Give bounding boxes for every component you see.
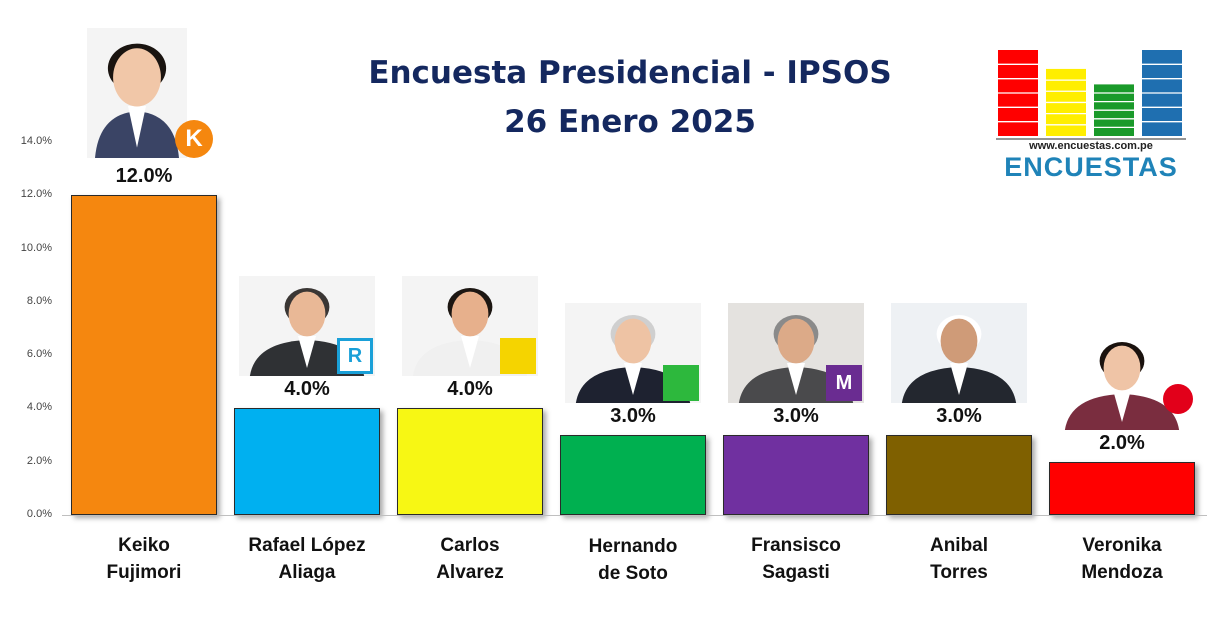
chart-title: Encuesta Presidencial - IPSOS: [368, 55, 892, 91]
data-label: 4.0%: [447, 378, 493, 401]
category-label-line: Veronika: [1082, 535, 1162, 556]
candidate-photo-icon: [891, 303, 1027, 404]
bar: [886, 435, 1032, 515]
bar: [560, 435, 706, 515]
candidate-photo-icon: [728, 303, 864, 404]
data-label: 3.0%: [936, 405, 982, 428]
y-tick-label: 12.0%: [20, 188, 52, 201]
bar: [71, 195, 217, 515]
category-label: Hernando de Soto: [558, 533, 708, 587]
data-label: 12.0%: [115, 165, 173, 188]
category-label-line: Sagasti: [762, 562, 830, 583]
logo-bars-icon: [996, 50, 1186, 140]
party-logo-icon: R: [337, 338, 373, 375]
chart-subtitle: 26 Enero 2025: [504, 104, 756, 140]
y-tick-label: 6.0%: [26, 348, 52, 361]
category-label: Anibal Torres: [884, 532, 1034, 586]
category-label-line: Mendoza: [1081, 562, 1163, 583]
category-label-line: Carlos: [440, 535, 500, 556]
party-logo-letter: M: [835, 371, 853, 394]
candidate-photo-icon: [1054, 329, 1190, 430]
category-label-line: Torres: [930, 562, 988, 583]
y-tick-label: 2.0%: [26, 454, 52, 467]
bar: [234, 408, 380, 515]
party-logo-letter: K: [185, 125, 203, 152]
party-logo-icon: [663, 365, 699, 402]
category-label-line: Keiko: [118, 535, 170, 556]
party-logo-icon: M: [826, 365, 862, 402]
category-label-line: Alvarez: [436, 562, 504, 583]
category-label: Rafael López Aliaga: [232, 532, 382, 586]
category-label-line: Aliaga: [278, 562, 336, 583]
bar: [723, 435, 869, 515]
y-tick-label: 4.0%: [26, 401, 52, 414]
y-tick-label: 14.0%: [20, 135, 52, 148]
category-label: Fransisco Sagasti: [721, 532, 871, 586]
category-label-line: Anibal: [929, 535, 989, 556]
bar: [397, 408, 543, 515]
category-label-line: Fransisco: [751, 535, 841, 556]
category-label: Carlos Alvarez: [395, 532, 545, 586]
party-logo-icon: [1163, 383, 1193, 414]
category-label: Veronika Mendoza: [1047, 532, 1197, 586]
data-label: 4.0%: [284, 378, 330, 401]
category-label-line: Rafael López: [248, 535, 366, 556]
logo-brand: ENCUESTAS: [1004, 152, 1178, 182]
category-label-line: de Soto: [598, 563, 668, 584]
data-label: 3.0%: [773, 405, 819, 428]
candidate-photo-icon: [87, 28, 187, 158]
data-label: 2.0%: [1099, 431, 1145, 454]
party-logo-icon: [500, 338, 536, 375]
category-label: Keiko Fujimori: [69, 532, 219, 586]
data-label: 3.0%: [610, 405, 656, 428]
category-label-line: Hernando: [588, 536, 678, 557]
y-tick-label: 0.0%: [26, 508, 52, 520]
candidate-photo-icon: [565, 303, 701, 404]
bar: [1049, 461, 1195, 515]
party-logo-letter: R: [347, 344, 363, 367]
y-tick-label: 10.0%: [20, 241, 52, 254]
party-logo-icon: K: [175, 120, 213, 158]
y-tick-label: 8.0%: [26, 294, 52, 307]
x-axis-line: [62, 515, 1207, 516]
encuestas-logo: www.encuestas.com.pe ENCUESTAS: [996, 48, 1186, 188]
logo-url: www.encuestas.com.pe: [1029, 140, 1153, 152]
category-label-line: Fujimori: [106, 562, 182, 583]
